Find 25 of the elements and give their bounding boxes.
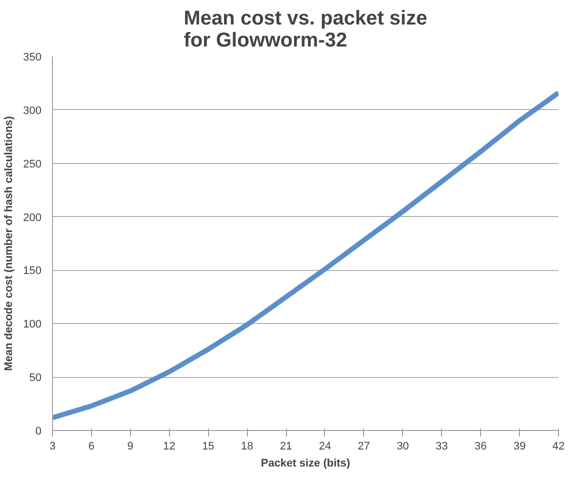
y-tick-label: 50 [29, 372, 42, 384]
x-tick-label: 6 [88, 440, 94, 452]
y-tick-label: 0 [35, 426, 42, 438]
x-tick-label: 15 [202, 440, 214, 452]
x-tick-label: 30 [396, 440, 409, 452]
y-tick-label: 250 [23, 158, 42, 170]
x-tick-label: 21 [280, 440, 292, 452]
x-tick-label: 36 [474, 440, 487, 452]
chart-title: Mean cost vs. packet size for Glowworm-32 [184, 8, 428, 52]
y-tick-label: 200 [23, 212, 42, 224]
x-tick-label: 18 [241, 440, 254, 452]
x-tick-label: 12 [163, 440, 176, 452]
x-axis-title: Packet size (bits) [260, 458, 350, 470]
y-tick-label: 100 [23, 318, 42, 331]
y-tick-label: 150 [23, 265, 42, 278]
x-tick-label: 33 [436, 440, 448, 452]
x-tick-label: 24 [318, 440, 332, 452]
x-tick-label: 3 [49, 440, 56, 452]
x-tick-label: 9 [127, 440, 134, 452]
y-axis-title: Mean decode cost (number of hash calculations) [3, 116, 16, 371]
x-tick-label: 27 [358, 440, 370, 452]
y-tick-label: 300 [23, 104, 42, 117]
y-tick-label: 350 [23, 52, 42, 64]
x-tick-label: 39 [513, 440, 526, 452]
x-tick-label: 42 [552, 440, 565, 452]
